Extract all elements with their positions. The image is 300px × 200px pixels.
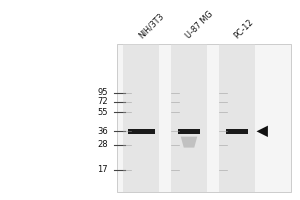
Bar — [123, 44, 159, 192]
Bar — [117, 44, 291, 192]
Text: U-87 MG: U-87 MG — [184, 9, 215, 40]
Bar — [171, 44, 207, 192]
Text: 36: 36 — [97, 127, 108, 136]
Polygon shape — [181, 137, 197, 148]
Bar — [226, 129, 248, 134]
Bar — [128, 129, 154, 134]
Text: NIH/3T3: NIH/3T3 — [136, 11, 165, 40]
Text: 28: 28 — [98, 140, 108, 149]
Text: 95: 95 — [98, 88, 108, 97]
Polygon shape — [256, 126, 268, 137]
Text: 72: 72 — [98, 97, 108, 106]
Bar — [178, 129, 200, 134]
Bar — [219, 44, 255, 192]
Text: 17: 17 — [98, 165, 108, 174]
Text: PC-12: PC-12 — [232, 17, 255, 40]
Text: 55: 55 — [98, 108, 108, 117]
